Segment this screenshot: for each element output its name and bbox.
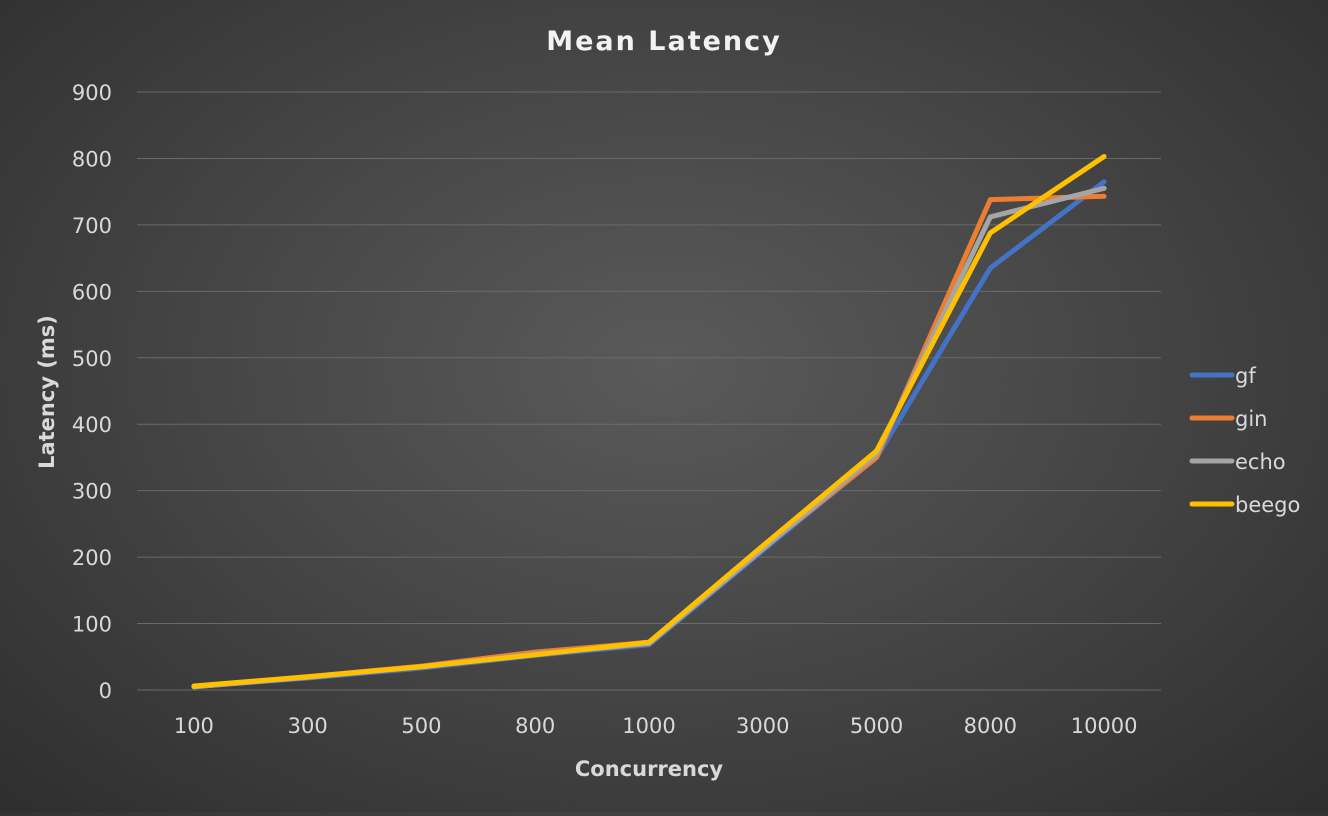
- y-tick-label: 900: [72, 81, 112, 105]
- x-tick-label: 8000: [964, 714, 1017, 738]
- y-tick-label: 800: [72, 147, 112, 171]
- y-tick-label: 100: [72, 613, 112, 637]
- x-axis-title: Concurrency: [575, 757, 724, 781]
- series-lines: [191, 154, 1107, 690]
- legend-label: beego: [1235, 493, 1300, 517]
- x-tick-label: 100: [174, 714, 214, 738]
- series-line-beego: [191, 154, 1107, 689]
- x-tick-label: 10000: [1071, 714, 1138, 738]
- x-tick-label: 5000: [850, 714, 903, 738]
- y-axis-ticks: 0 100 200 300 400 500 600 700 800 900: [72, 81, 112, 703]
- legend-item-gf: gf: [1189, 364, 1256, 388]
- legend-item-beego: beego: [1189, 493, 1300, 517]
- gridlines: [137, 91, 1161, 691]
- legend-label: echo: [1235, 450, 1286, 474]
- x-tick-label: 500: [401, 714, 441, 738]
- x-tick-label: 300: [288, 714, 328, 738]
- y-tick-label: 500: [72, 347, 112, 371]
- y-tick-label: 600: [72, 280, 112, 304]
- legend-item-gin: gin: [1189, 407, 1267, 431]
- chart-title: Mean Latency: [546, 26, 782, 57]
- x-tick-label: 800: [515, 714, 555, 738]
- legend-label: gin: [1235, 407, 1267, 431]
- y-tick-label: 200: [72, 546, 112, 570]
- y-tick-label: 300: [72, 480, 112, 504]
- y-axis-title: Latency (ms): [35, 315, 59, 469]
- y-tick-label: 400: [72, 413, 112, 437]
- series-line-echo: [191, 185, 1107, 690]
- legend-label: gf: [1235, 364, 1256, 388]
- y-tick-label: 700: [72, 214, 112, 238]
- series-line-gf: [191, 179, 1107, 690]
- x-tick-label: 3000: [736, 714, 789, 738]
- x-tick-label: 1000: [622, 714, 675, 738]
- x-axis-ticks: 100 300 500 800 1000 3000 5000 8000 10000: [174, 714, 1138, 738]
- legend: gf gin echo beego: [1189, 364, 1300, 517]
- y-tick-label: 0: [99, 679, 112, 703]
- legend-item-echo: echo: [1189, 450, 1286, 474]
